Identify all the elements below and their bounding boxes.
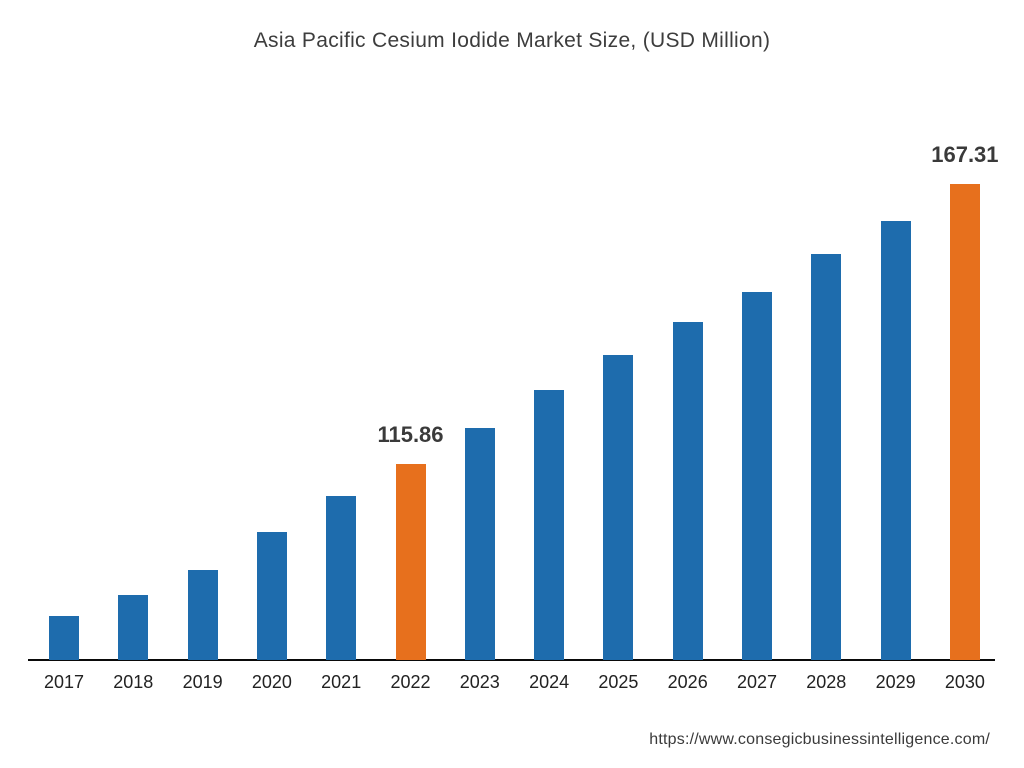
- bar-2026: [672, 322, 703, 660]
- x-tick-2018: 2018: [113, 672, 154, 692]
- bar-2028: [811, 254, 842, 660]
- value-label-2030: 167.31: [931, 142, 999, 167]
- bar-2022: [395, 464, 426, 660]
- bar-2021: [326, 496, 357, 660]
- x-tick-2019: 2019: [182, 672, 223, 692]
- bar-2018: [118, 595, 149, 660]
- bar-2029: [880, 221, 911, 660]
- bar-2024: [534, 390, 565, 660]
- bar-2025: [603, 355, 634, 660]
- x-tick-2025: 2025: [598, 672, 639, 692]
- bar-2019: [187, 570, 218, 660]
- x-tick-2024: 2024: [529, 672, 570, 692]
- x-tick-2017: 2017: [43, 672, 85, 692]
- value-label-2022: 115.86: [377, 422, 444, 447]
- x-tick-2027: 2027: [736, 672, 778, 692]
- bar-2017: [49, 616, 79, 660]
- x-tick-2023: 2023: [459, 672, 500, 692]
- bar-2023: [464, 428, 495, 660]
- x-tick-2028: 2028: [806, 672, 847, 692]
- x-tick-2020: 2020: [251, 672, 292, 692]
- x-tick-2030: 2030: [944, 672, 985, 692]
- bar-2020: [256, 532, 287, 660]
- x-tick-2029: 2029: [875, 672, 916, 692]
- x-tick-2022: 2022: [390, 672, 431, 692]
- x-axis-line: [28, 659, 995, 661]
- x-tick-2026: 2026: [667, 672, 708, 692]
- bar-2027: [742, 292, 772, 660]
- source-url[interactable]: https://www.consegicbusinessintelligence…: [649, 731, 990, 748]
- chart-title: Asia Pacific Cesium Iodide Market Size, …: [253, 29, 771, 52]
- x-tick-2021: 2021: [321, 672, 362, 692]
- bar-2030: [949, 184, 980, 660]
